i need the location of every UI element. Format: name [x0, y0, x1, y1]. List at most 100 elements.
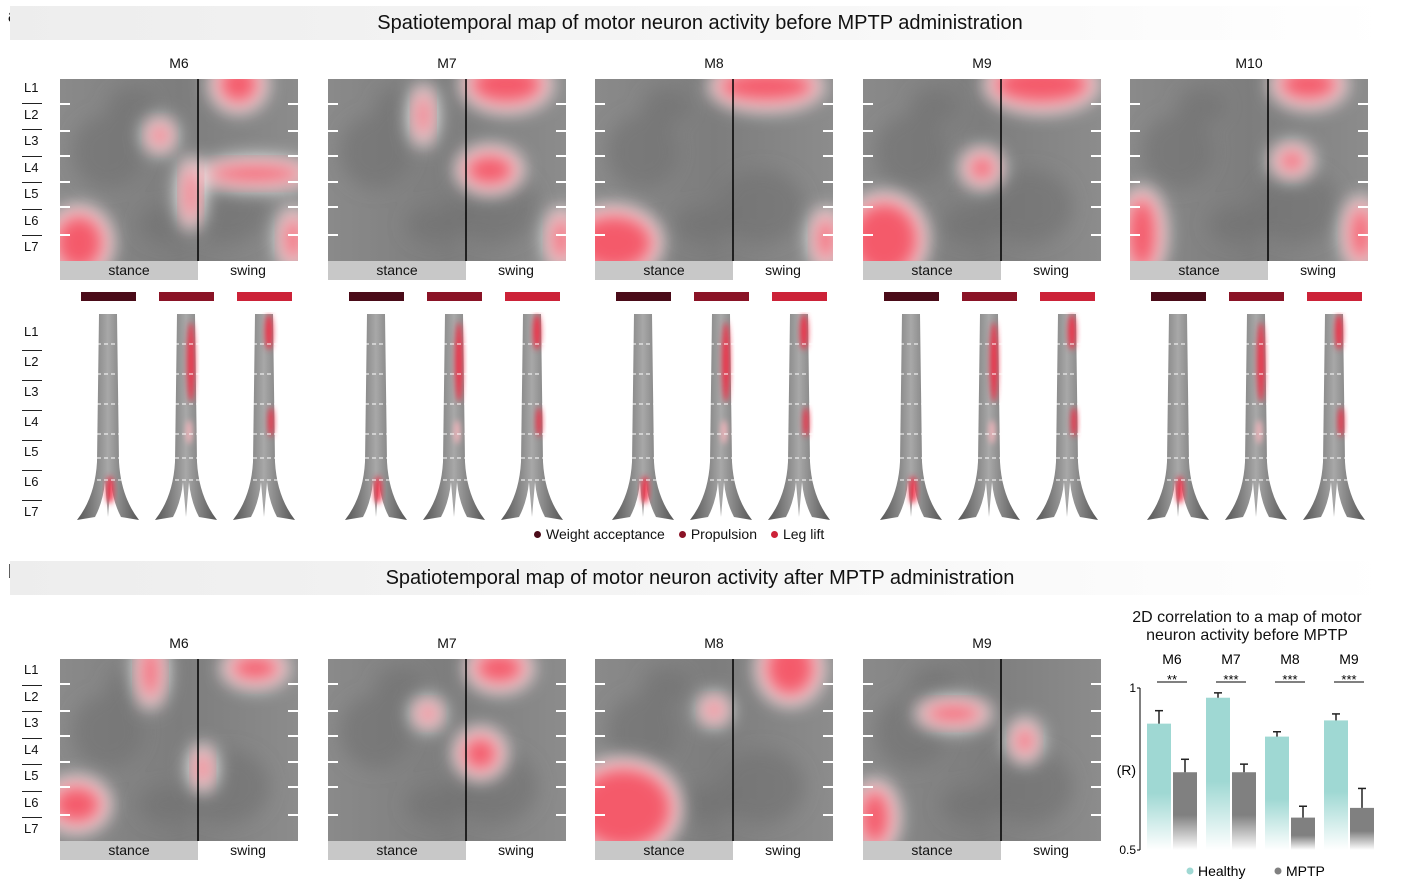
segment-tick [1091, 735, 1101, 738]
y-axis-label: (R) [1117, 762, 1136, 778]
segment-tick [556, 180, 566, 183]
segment-tick [60, 735, 70, 738]
phase-bar-propulsion [159, 292, 214, 301]
segment-tick [328, 155, 338, 158]
panel-a-title: Spatiotemporal map of motor neuron activ… [10, 6, 1390, 40]
significance-marker: *** [1282, 672, 1297, 687]
segment-tick [595, 233, 605, 236]
segment-divider [22, 684, 42, 686]
segment-tick [595, 709, 605, 712]
phase-bar-weight-acceptance [1151, 292, 1206, 301]
swing-label: swing [466, 261, 566, 280]
spinal-cord-illustration [880, 314, 942, 520]
a-heatmap-m7 [328, 79, 566, 261]
legend-label-mptp: MPTP [1286, 863, 1325, 879]
a-map-segment-label-l1: L1 [24, 80, 39, 95]
significance-marker: ** [1167, 672, 1177, 687]
a-map-segment-label-l2: L2 [24, 106, 39, 122]
segment-divider [22, 737, 42, 739]
swing-label: swing [1001, 261, 1101, 280]
spinal-cord-illustration [501, 314, 563, 520]
segment-tick [328, 735, 338, 738]
segment-tick [288, 233, 298, 236]
swing-label: swing [466, 841, 566, 860]
segment-tick [556, 155, 566, 158]
segment-tick [1358, 206, 1368, 209]
b-map-title-m8: M8 [704, 635, 724, 651]
segment-tick [328, 760, 338, 763]
category-label-m9: M9 [1339, 651, 1359, 667]
b-map-title-m9: M9 [972, 635, 992, 651]
phase-bar-propulsion [694, 292, 749, 301]
phase-bar-propulsion [427, 292, 482, 301]
segment-tick [60, 760, 70, 763]
spinal-cord-illustration [1147, 314, 1209, 520]
stance-label: stance [595, 841, 733, 860]
a-heatmap-m10 [1130, 79, 1368, 261]
a-cord-segment-label-l2: L2 [24, 354, 39, 369]
segment-tick [823, 155, 833, 158]
spinal-cord-illustration [423, 314, 485, 520]
segment-tick [60, 786, 70, 789]
segment-tick [823, 709, 833, 712]
a-map-title-m10: M10 [1235, 55, 1263, 71]
segment-divider [22, 440, 42, 441]
swing-label: swing [1268, 261, 1368, 280]
segment-tick [1130, 233, 1140, 236]
a-map-segment-label-l3: L3 [24, 133, 39, 148]
phase-bar-weight-acceptance [884, 292, 939, 301]
a-phase-bar-m9: stance swing [863, 261, 1101, 280]
b-map-segment-label-l7: L7 [24, 821, 39, 836]
b-heatmap-m7 [328, 659, 566, 841]
stance-label: stance [1130, 261, 1268, 280]
phase-bar-propulsion [962, 292, 1017, 301]
bar-chart: 1 0.5 (R) M6 ** M7 *** M8 *** M9 *** Healthy MPTP [1117, 651, 1374, 879]
segment-tick [556, 206, 566, 209]
segment-tick [863, 206, 873, 209]
segment-tick [60, 129, 70, 132]
segment-divider [22, 129, 42, 130]
segment-tick [328, 233, 338, 236]
segment-tick [328, 709, 338, 712]
spinal-cord-illustration [1036, 314, 1098, 520]
swing-label: swing [198, 841, 298, 860]
segment-tick [60, 102, 70, 105]
segment-tick [60, 155, 70, 158]
bar-healthy-m9 [1324, 720, 1348, 850]
segment-tick [823, 233, 833, 236]
a-cord-segment-label-l3: L3 [24, 384, 39, 399]
segment-tick [328, 206, 338, 209]
a-cord-segment-label-l6: L6 [24, 474, 39, 489]
segment-tick [863, 180, 873, 183]
segment-tick [595, 102, 605, 105]
segment-tick [1091, 155, 1101, 158]
bar-mptp-m6 [1173, 772, 1197, 850]
spinal-cord-illustration [233, 314, 295, 520]
legend-propulsion: Propulsion [678, 526, 757, 542]
b-map-segment-label-l6: L6 [24, 794, 39, 810]
a-cord-segment-label-l5: L5 [24, 444, 39, 459]
segment-tick [863, 102, 873, 105]
segment-tick [288, 709, 298, 712]
bar-chart-title-line2: neuron activity before MPTP [1146, 627, 1348, 644]
segment-tick [288, 102, 298, 105]
segment-divider [22, 208, 42, 210]
a-phase-bar-m10: stance swing [1130, 261, 1368, 280]
segment-tick [328, 180, 338, 183]
bar-chart-title-line1: 2D correlation to a map of motor [1132, 609, 1362, 626]
b-phase-bar-m9: stance swing [863, 841, 1101, 860]
a-phase-bar-m6: stance swing [60, 261, 298, 280]
b-heatmap-m6 [60, 659, 298, 841]
segment-tick [288, 760, 298, 763]
b-phase-bar-m7: stance swing [328, 841, 566, 860]
segment-tick [823, 735, 833, 738]
segment-tick [1358, 180, 1368, 183]
legend-label-healthy: Healthy [1198, 863, 1245, 879]
category-label-m6: M6 [1162, 651, 1182, 667]
segment-tick [1130, 102, 1140, 105]
segment-tick [328, 129, 338, 132]
segment-tick [328, 682, 338, 685]
swing-label: swing [733, 841, 833, 860]
a-heatmap-m6 [60, 79, 298, 261]
segment-tick [863, 760, 873, 763]
